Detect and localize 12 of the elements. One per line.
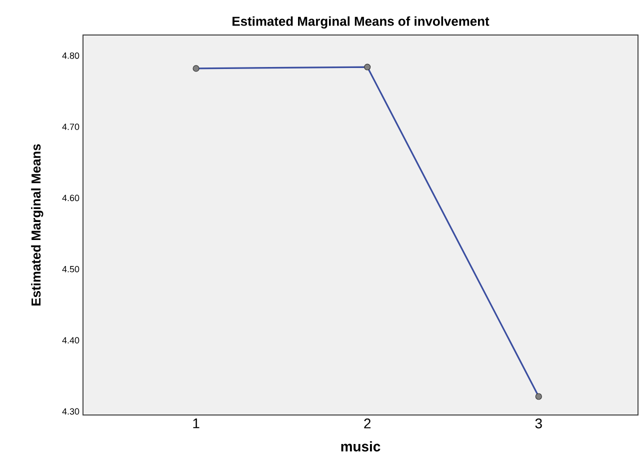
y-axis-title: Estimated Marginal Means: [31, 144, 44, 306]
y-tick-label: 4.50: [62, 266, 80, 272]
y-tick-label: 4.30: [62, 408, 80, 415]
x-tick-label: 3: [535, 418, 542, 428]
y-tick-label: 4.40: [62, 337, 80, 344]
y-tick-label: 4.70: [62, 124, 80, 130]
y-tick-label: 4.80: [62, 52, 80, 59]
y-tick-label: 4.60: [62, 194, 80, 202]
x-tick-label: 1: [193, 418, 200, 428]
chart-title: Estimated Marginal Means of involvement: [232, 16, 490, 28]
x-axis-title: music: [341, 441, 380, 452]
x-tick-label: 2: [364, 418, 371, 428]
